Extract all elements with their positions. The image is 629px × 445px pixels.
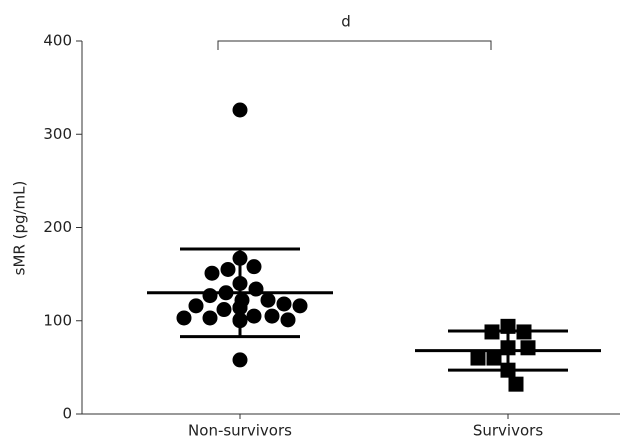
data-point (508, 376, 524, 392)
data-point (246, 308, 262, 324)
y-tick-label: 200 (43, 218, 72, 236)
y-tick-label: 400 (43, 32, 72, 50)
data-point (176, 310, 192, 326)
significance-bracket (217, 40, 492, 50)
data-point (264, 308, 280, 324)
annotation: d (341, 13, 351, 31)
data-point (188, 298, 204, 314)
data-point (202, 310, 218, 326)
y-tick-label: 0 (62, 405, 72, 423)
data-point (246, 259, 262, 275)
data-point (216, 302, 232, 318)
data-point (486, 350, 502, 366)
y-tick-label: 300 (43, 125, 72, 143)
data-point (520, 340, 536, 356)
data-point (204, 265, 220, 281)
data-point (260, 292, 276, 308)
data-point (202, 288, 218, 304)
data-point (280, 312, 296, 328)
data-point (232, 352, 248, 368)
x-tick-label: Survivors (473, 422, 543, 440)
x-tick-label: Non-survivors (188, 422, 292, 440)
data-point (232, 102, 248, 118)
y-tick-label: 100 (43, 311, 72, 329)
y-axis-label: sMR (pg/mL) (11, 181, 29, 276)
data-point (470, 350, 486, 366)
data-point (292, 298, 308, 314)
data-point (276, 296, 292, 312)
data-point (220, 261, 236, 277)
data-point (248, 281, 264, 297)
